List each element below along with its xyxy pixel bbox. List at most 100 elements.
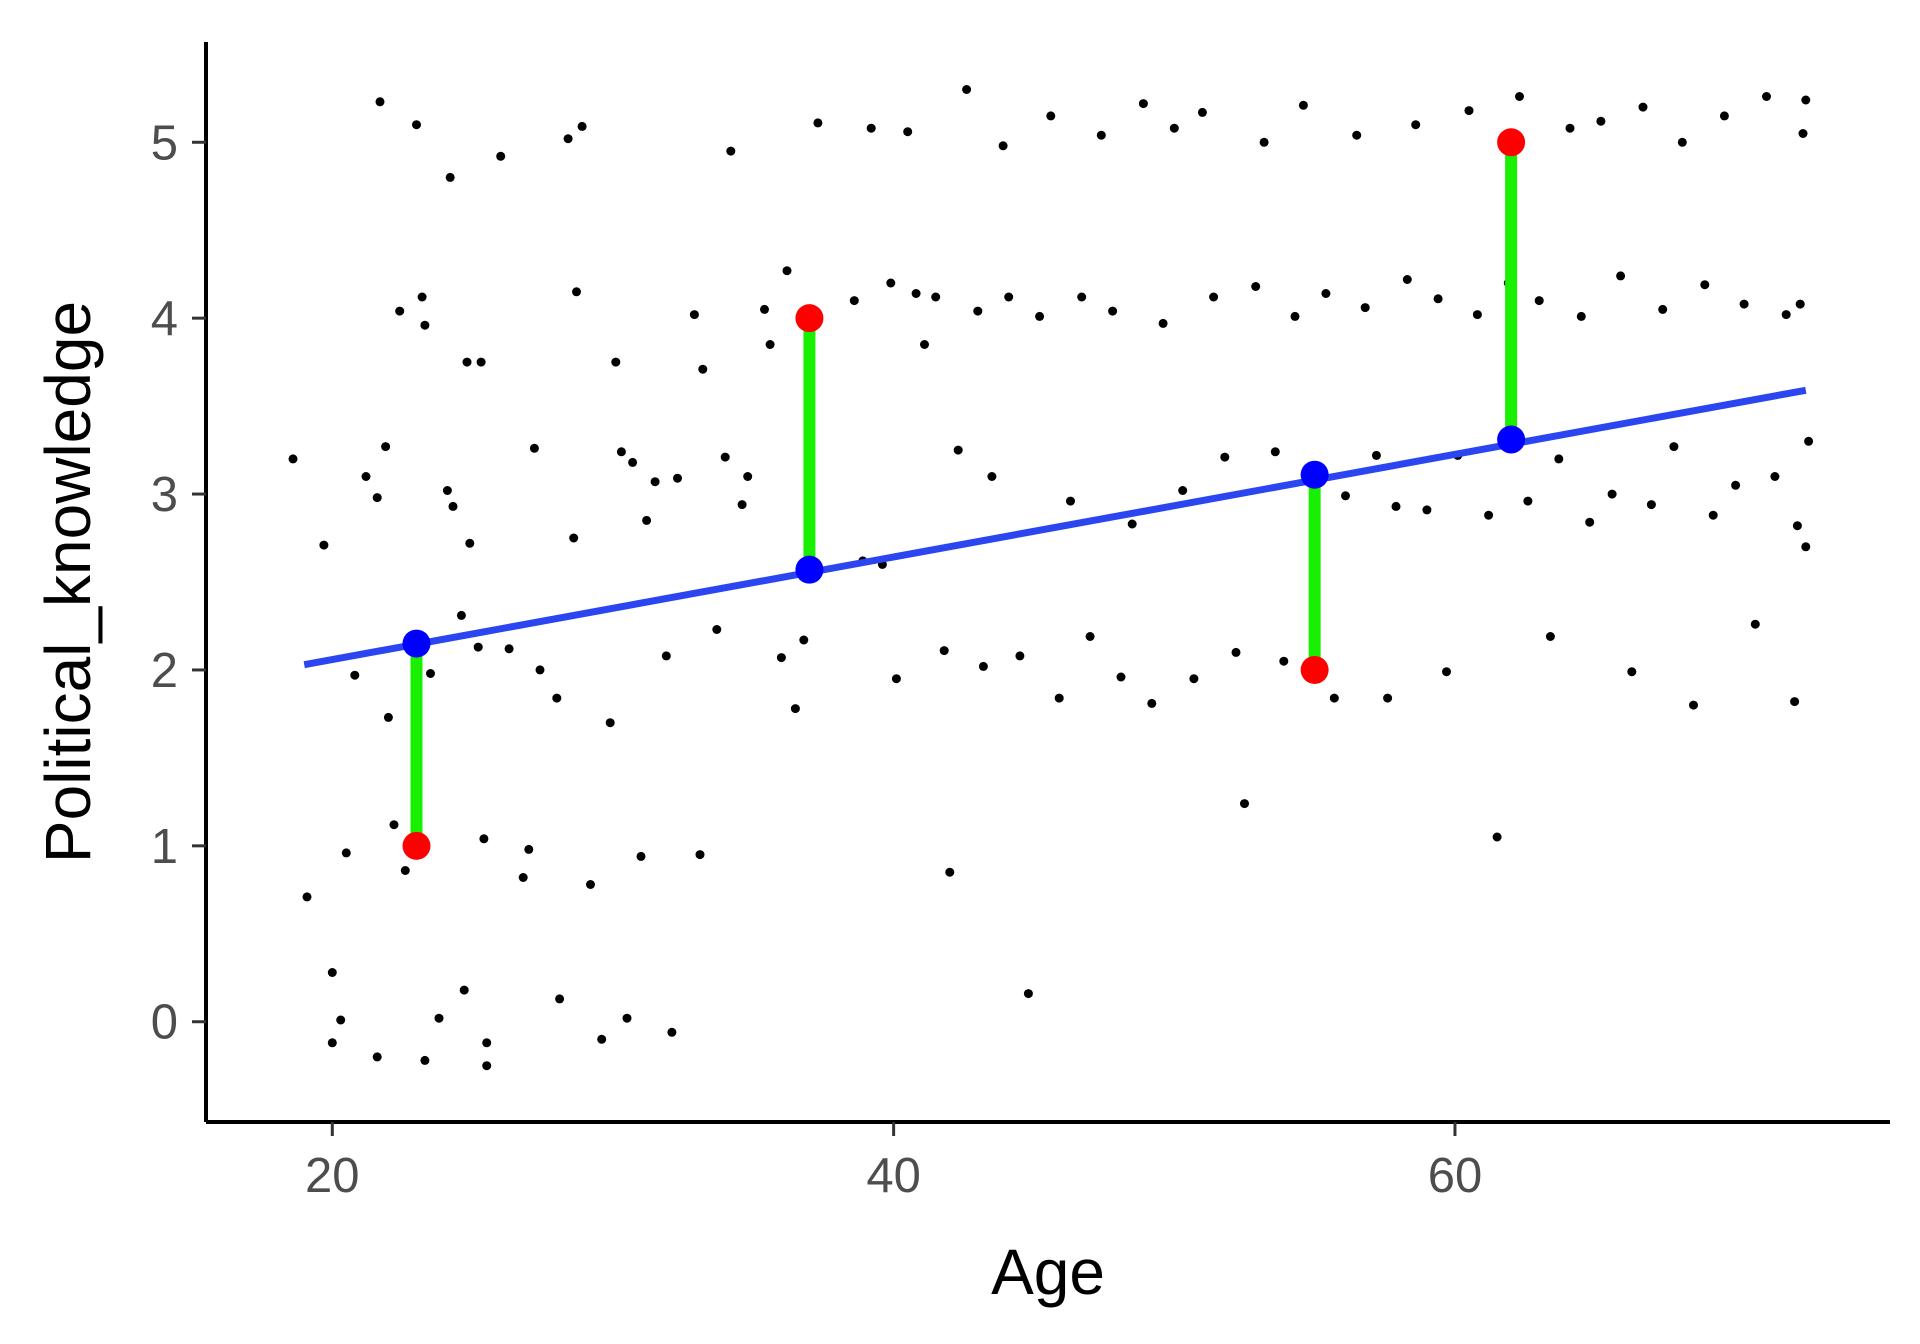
data-point-66	[737, 500, 747, 510]
data-point-167	[1762, 92, 1771, 101]
data-point-7	[350, 670, 360, 680]
data-point-94	[1015, 651, 1025, 661]
regression-line-layer	[303, 386, 1807, 669]
data-point-135	[1433, 294, 1443, 304]
data-point-128	[1360, 303, 1370, 313]
data-point-49	[605, 718, 615, 728]
observed-point-0	[402, 831, 431, 860]
data-point-140	[1484, 510, 1494, 520]
data-point-74	[813, 118, 823, 128]
data-point-92	[998, 141, 1008, 151]
predicted-point-3	[1497, 425, 1526, 454]
data-point-60	[689, 310, 699, 320]
data-point-15	[383, 712, 393, 722]
data-point-159	[1677, 137, 1687, 147]
data-point-86	[945, 867, 955, 877]
data-point-14	[372, 1052, 382, 1062]
data-point-6	[341, 848, 351, 858]
data-point-64	[720, 452, 730, 462]
data-point-42	[555, 994, 565, 1004]
data-point-143	[1515, 92, 1524, 101]
data-point-130	[1383, 693, 1393, 703]
data-point-171	[1798, 129, 1808, 138]
data-point-119	[1270, 447, 1280, 457]
data-point-81	[903, 127, 913, 137]
ticks: 20 40 60 0 1 2 3 4 5	[151, 116, 1482, 1203]
data-point-53	[622, 1013, 632, 1023]
data-point-146	[1545, 632, 1555, 641]
data-point-166	[1750, 619, 1760, 629]
data-point-100	[1077, 292, 1087, 302]
data-point-75	[849, 296, 859, 306]
y-tick-label-3: 3	[151, 468, 178, 522]
data-point-106	[1138, 99, 1148, 109]
data-point-173	[1804, 436, 1814, 446]
data-point-156	[1646, 500, 1656, 510]
data-point-154	[1627, 667, 1637, 677]
x-tick-label-60: 60	[1428, 1149, 1483, 1203]
data-point-164	[1731, 480, 1741, 490]
data-point-1	[302, 892, 312, 902]
data-point-120	[1279, 656, 1289, 666]
data-point-26	[456, 610, 466, 620]
data-point-27	[462, 357, 472, 367]
regression-line	[303, 386, 1807, 669]
data-point-20	[426, 669, 435, 678]
y-axis-title: Political_knowledge	[32, 301, 104, 863]
data-point-9	[372, 493, 382, 503]
x-tick-label-40: 40	[866, 1149, 921, 1203]
data-point-168	[1770, 472, 1780, 481]
data-point-12	[375, 97, 385, 107]
data-point-126	[1341, 491, 1350, 501]
data-point-47	[586, 880, 595, 889]
data-point-125	[1329, 693, 1339, 703]
data-point-21	[434, 1013, 444, 1023]
data-point-95	[1023, 989, 1033, 999]
data-point-96	[1035, 311, 1045, 321]
data-point-58	[667, 1027, 677, 1037]
data-point-77	[866, 123, 876, 133]
data-point-5	[336, 1015, 346, 1025]
data-point-175	[1795, 299, 1805, 309]
data-point-68	[760, 304, 769, 314]
data-point-98	[1054, 693, 1064, 703]
data-point-70	[776, 653, 786, 663]
data-point-56	[650, 477, 660, 487]
data-point-157	[1658, 304, 1668, 314]
data-point-139	[1472, 310, 1482, 320]
data-point-57	[661, 651, 671, 661]
data-point-151	[1596, 116, 1606, 126]
data-point-112	[1197, 107, 1207, 117]
y-tick-label-0: 0	[151, 996, 178, 1050]
observed-point-3	[1497, 128, 1526, 157]
data-point-80	[891, 674, 901, 684]
data-point-162	[1708, 510, 1718, 520]
data-point-63	[712, 625, 722, 634]
predicted-point-0	[402, 629, 431, 658]
data-point-62	[698, 364, 708, 374]
data-point-141	[1492, 832, 1502, 842]
data-point-33	[482, 1061, 492, 1071]
data-point-124	[1321, 289, 1331, 298]
data-point-35	[496, 151, 506, 161]
data-point-65	[726, 146, 736, 156]
data-point-148	[1565, 123, 1575, 133]
data-point-153	[1616, 271, 1626, 281]
y-tick-label-1: 1	[151, 820, 178, 874]
data-point-2	[319, 540, 329, 550]
scatter-points	[288, 85, 1814, 1071]
data-point-31	[479, 834, 489, 844]
data-point-118	[1259, 137, 1269, 147]
data-point-72	[790, 704, 800, 714]
data-point-32	[482, 1038, 492, 1048]
data-point-17	[412, 120, 421, 130]
data-point-111	[1189, 674, 1199, 684]
data-point-73	[799, 635, 809, 645]
data-point-115	[1231, 647, 1241, 657]
data-point-133	[1411, 120, 1421, 130]
data-point-30	[476, 357, 486, 367]
data-point-38	[529, 443, 539, 453]
data-point-169	[1781, 310, 1791, 320]
data-point-88	[962, 85, 972, 94]
